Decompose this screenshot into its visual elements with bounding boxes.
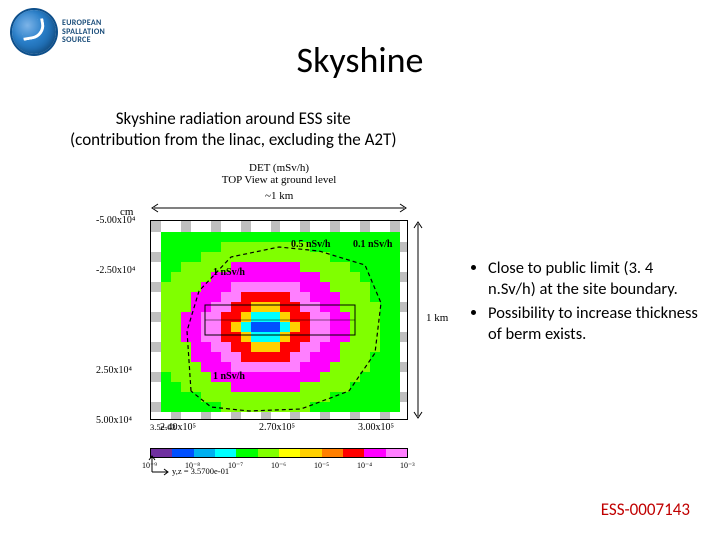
colorbar xyxy=(150,448,408,458)
origin-axes-icon xyxy=(148,454,172,478)
bullet-1: Close to public limit (3. 4 n.Sv/h) at t… xyxy=(488,258,700,299)
scale-top-label: ~1 km xyxy=(265,190,293,202)
bottom-left-tick: 3.5e-03 xyxy=(150,422,176,432)
origin-label: y,z = 3.5700e-01 xyxy=(172,466,229,476)
bullet-list: Close to public limit (3. 4 n.Sv/h) at t… xyxy=(470,258,700,349)
slide-title: Skyshine xyxy=(297,38,424,82)
plot-area: 0.5 nSv/h0.1 nSv/h1 nSv/h1 nSv/h xyxy=(150,220,408,420)
chart-title-1: DET (mSv/h) xyxy=(150,162,408,174)
chart-title-2: TOP View at ground level xyxy=(150,174,408,186)
ess-logo-sphere xyxy=(12,10,56,54)
ess-logo-text: EUROPEAN SPALLATION SOURCE xyxy=(62,19,105,45)
subtitle-line-1: Skyshine radiation around ESS site xyxy=(116,108,351,129)
bullet-2: Possibility to increase thickness of ber… xyxy=(488,303,700,344)
subtitle-line-2: (contribution from the linac, excluding … xyxy=(70,129,396,150)
chart-title-block: DET (mSv/h) TOP View at ground level xyxy=(150,162,408,186)
dose-map-chart: DET (mSv/h) TOP View at ground level cm … xyxy=(90,162,438,472)
document-reference: ESS-0007143 xyxy=(601,499,690,520)
logo-line-3: SOURCE xyxy=(62,36,105,45)
scale-right-label: 1 km xyxy=(426,312,448,324)
ess-logo: EUROPEAN SPALLATION SOURCE xyxy=(12,10,105,54)
slide-subtitle: Skyshine radiation around ESS site (cont… xyxy=(70,108,396,151)
